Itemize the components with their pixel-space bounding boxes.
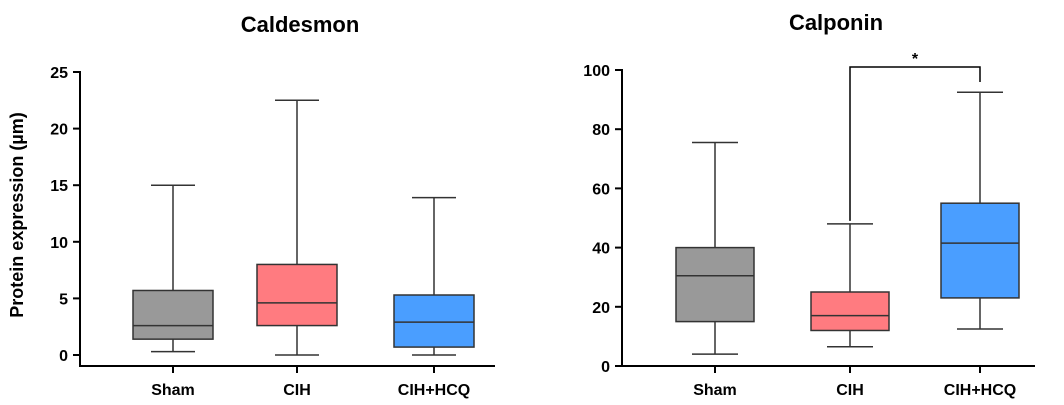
box-cih-hcq xyxy=(393,196,475,356)
bracket-line xyxy=(849,66,981,221)
x-tick-label: Sham xyxy=(151,382,195,399)
chart-title: Caldesmon xyxy=(241,12,360,37)
box-cih-hcq xyxy=(940,91,1020,330)
x-tick-label: Sham xyxy=(693,382,737,399)
box-iqr xyxy=(132,289,214,340)
box-sham xyxy=(675,141,755,355)
panel-calponin: Calponin 0 20 40 60 80 100 Sham CIH CIH+HCQ * xyxy=(583,10,1035,399)
y-tick-label: 100 xyxy=(583,63,610,80)
x-tick-label: CIH xyxy=(836,382,864,399)
box-iqr xyxy=(810,291,890,332)
box-iqr xyxy=(675,246,755,323)
x-tick-label: CIH xyxy=(283,382,311,399)
chart-title: Calponin xyxy=(789,10,883,35)
y-tick-label: 40 xyxy=(592,241,610,258)
box-cih xyxy=(256,99,338,356)
y-tick-label: 5 xyxy=(59,291,68,308)
y-tick-label: 25 xyxy=(50,65,68,82)
y-tick-label: 10 xyxy=(50,235,68,252)
y-tick-label: 0 xyxy=(601,359,610,376)
panel-caldesmon: Caldesmon 0 5 10 15 20 25 Sham CIH CIH+HCQ xyxy=(50,12,495,399)
significance-bracket: * xyxy=(849,51,981,221)
y-tick-label: 60 xyxy=(592,181,610,198)
y-tick-label: 80 xyxy=(592,122,610,139)
x-tick-label: CIH+HCQ xyxy=(944,382,1016,399)
box-iqr xyxy=(393,294,475,348)
y-tick-label: 20 xyxy=(592,300,610,317)
y-tick-label: 15 xyxy=(50,178,68,195)
significance-star: * xyxy=(912,51,919,68)
y-tick-label: 20 xyxy=(50,122,68,139)
x-tick-label: CIH+HCQ xyxy=(398,382,470,399)
y-tick-label: 0 xyxy=(59,348,68,365)
y-axis-label: Protein expression (µm) xyxy=(7,112,27,317)
box-cih xyxy=(810,223,890,348)
box-sham xyxy=(132,184,214,353)
box-iqr xyxy=(940,202,1020,299)
box-iqr xyxy=(256,263,338,327)
